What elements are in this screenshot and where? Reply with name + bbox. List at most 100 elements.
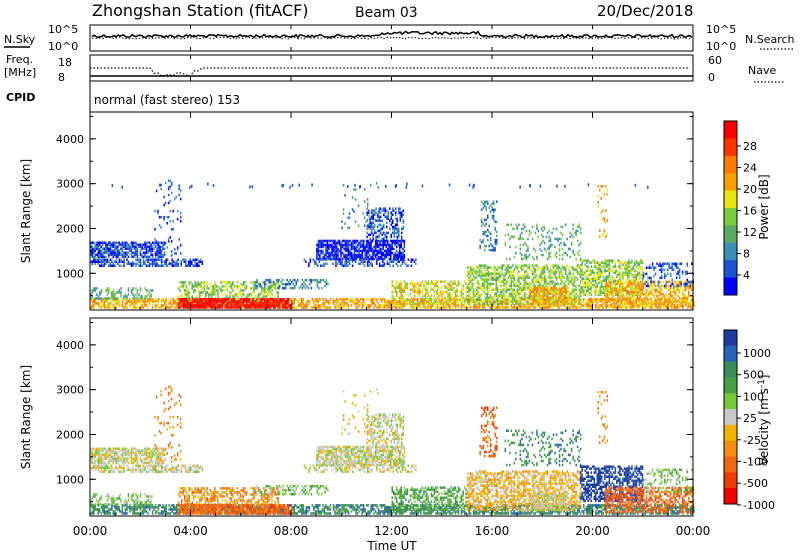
power-cell (551, 268, 553, 271)
power-cell (554, 282, 556, 286)
power-cell (531, 237, 534, 241)
power-cell (326, 241, 329, 245)
power-cell (145, 251, 148, 255)
power-cell (142, 262, 145, 266)
power-cell (232, 300, 234, 303)
power-cell (549, 270, 552, 273)
power-cell (391, 302, 394, 305)
power-cell (136, 306, 139, 309)
power-cell (350, 251, 353, 255)
power-cell (506, 266, 508, 269)
power-cell (344, 304, 347, 307)
power-cell (189, 262, 192, 266)
power-cell (247, 295, 249, 298)
power-cell (601, 298, 603, 301)
power-cell (109, 264, 112, 268)
power-cell (587, 298, 590, 301)
power-cell (528, 296, 531, 300)
power-cell (253, 297, 255, 300)
power-cell (91, 241, 94, 245)
power-cell (543, 306, 546, 309)
power-cell (126, 253, 128, 257)
power-cell (275, 291, 278, 294)
power-cell (424, 288, 427, 292)
power-cell (155, 189, 158, 193)
power-cell (139, 260, 142, 264)
power-cell (542, 306, 544, 309)
power-cell (549, 296, 551, 300)
power-cell (112, 306, 115, 309)
power-cell (379, 306, 381, 309)
power-cell (148, 295, 151, 298)
power-cell (405, 286, 407, 290)
power-cell (263, 280, 266, 284)
power-cell (187, 306, 189, 309)
power-cell (132, 289, 134, 292)
power-cell (575, 266, 577, 269)
power-cell (100, 241, 103, 245)
power-cell (105, 249, 107, 253)
power-cell (424, 306, 427, 309)
power-cell (390, 213, 393, 217)
power-cell (545, 294, 547, 298)
power-cell (130, 300, 133, 303)
power-cell (386, 231, 388, 235)
power-cell (259, 304, 261, 307)
power-cell (94, 243, 97, 247)
power-cell (163, 300, 166, 303)
power-cell (260, 289, 263, 292)
power-cell (221, 285, 224, 288)
power-cell (156, 253, 158, 257)
power-cell (136, 295, 139, 298)
power-cell (266, 300, 269, 303)
power-cell (356, 239, 359, 243)
power-cell (391, 239, 394, 243)
power-cell (547, 290, 550, 294)
power-cell (316, 298, 318, 301)
power-cell (468, 272, 470, 275)
power-cell (115, 302, 118, 305)
power-cell (194, 302, 196, 305)
power-cell (549, 243, 552, 247)
power-cell (144, 241, 146, 245)
power-cell (573, 268, 576, 271)
power-cell (513, 227, 516, 231)
power-cell (160, 300, 163, 303)
power-cell (549, 274, 552, 277)
power-cell (185, 300, 188, 303)
power-cell (358, 243, 360, 247)
power-cell (565, 296, 568, 300)
power-cell (472, 304, 475, 307)
power-cell (150, 289, 152, 292)
power-cell (191, 287, 194, 290)
power-cell (415, 302, 418, 306)
power-cell (106, 245, 109, 249)
power-cell (497, 304, 499, 307)
power-cell (185, 302, 188, 305)
power-cell (468, 270, 470, 273)
power-cell (671, 304, 674, 307)
power-cell (118, 291, 121, 294)
power-cell (220, 287, 222, 290)
power-cell (587, 279, 590, 283)
nsky-label: N.Sky (4, 33, 36, 46)
power-cell (531, 290, 533, 294)
power-cell (408, 298, 410, 302)
power-cell (295, 298, 297, 301)
power-cell (614, 306, 617, 309)
power-cell (399, 290, 401, 294)
power-cell (558, 243, 561, 247)
power-cell (414, 284, 416, 288)
power-cell (352, 245, 354, 249)
power-cell (605, 306, 608, 309)
power-cell (497, 288, 499, 292)
power-cell (347, 304, 350, 307)
power-cell (563, 266, 565, 269)
power-cell (537, 286, 539, 290)
power-cell (436, 304, 439, 307)
power-cell (278, 304, 281, 307)
power-cell (141, 253, 143, 257)
power-cell (344, 247, 347, 251)
power-cell (378, 209, 380, 212)
power-cell (159, 251, 161, 255)
